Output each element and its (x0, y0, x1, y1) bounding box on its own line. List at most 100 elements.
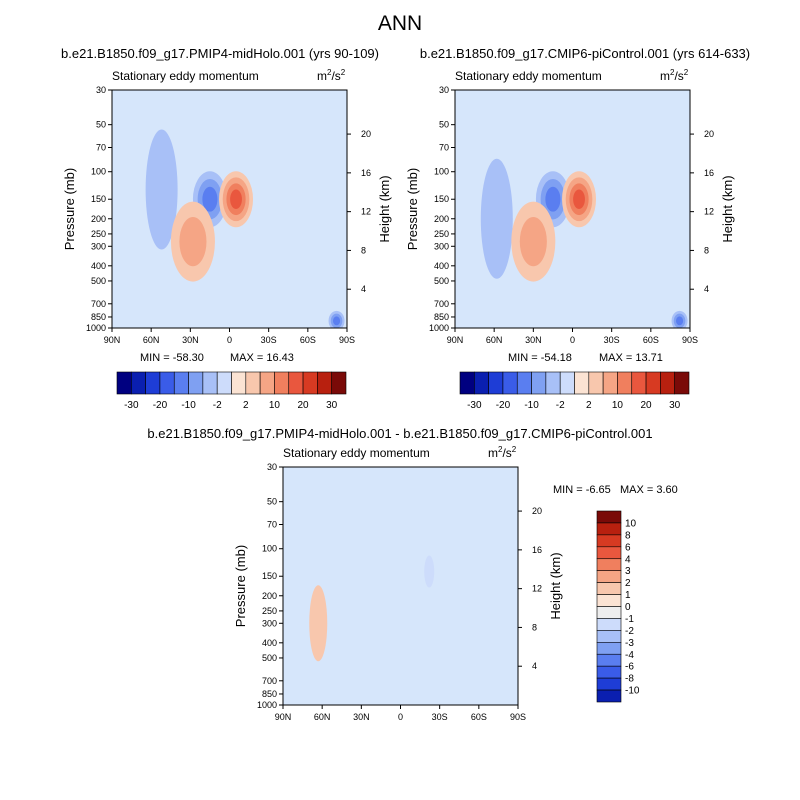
x-tick-label: 0 (227, 335, 232, 345)
colorbar-box (588, 371, 604, 395)
x-tick-label: 90S (510, 712, 526, 722)
y-tick-label: 250 (434, 229, 449, 239)
colorbar-box (516, 371, 532, 395)
y-right-axis-label: Height (km) (377, 175, 392, 242)
colorbar-label: -10 (625, 686, 640, 697)
y-tick-label: 400 (91, 261, 106, 271)
y-tick-label: 70 (439, 143, 449, 153)
colorbar-label: -2 (625, 626, 634, 637)
y-tick-label: 150 (91, 194, 106, 204)
x-tick-label: 60N (143, 335, 160, 345)
colorbar-box (159, 371, 175, 395)
y-tick-label: 200 (91, 214, 106, 224)
colorbar-box (317, 371, 332, 395)
colorbar-box (602, 371, 618, 395)
units-label: m2/s2 (317, 68, 346, 83)
colorbar-box (188, 371, 204, 395)
y-tick-label: 300 (262, 618, 277, 628)
y-tick-label: 50 (439, 120, 449, 130)
colorbar-box (216, 371, 232, 395)
colorbar-label: 8 (625, 530, 631, 541)
colorbar-label: 6 (625, 542, 631, 553)
x-tick-label: 60S (643, 335, 659, 345)
y-right-tick-label: 12 (361, 207, 371, 217)
y-axis-label: Pressure (mb) (233, 545, 248, 627)
y-right-tick-label: 8 (361, 245, 366, 255)
y-tick-label: 150 (262, 571, 277, 581)
colorbar-box (596, 582, 622, 595)
field-background (283, 467, 518, 705)
shared-colorbar: -30 -20 -10 -2 2 10 20 30 (116, 371, 347, 411)
y-tick-label: 300 (434, 241, 449, 251)
y-tick-label: 50 (96, 120, 106, 130)
y-right-axis-label: Height (km) (548, 552, 563, 619)
colorbar-label: 3 (625, 566, 631, 577)
colorbar-box (331, 371, 347, 395)
panel-3-min: MIN = -6.65 (553, 484, 611, 496)
y-right-tick-label: 20 (704, 129, 714, 139)
y-right-tick-label: 4 (704, 284, 709, 294)
panel-subtitle: Stationary eddy momentum (112, 69, 259, 83)
y-tick-label: 150 (434, 194, 449, 204)
y-tick-label: 1000 (257, 700, 277, 710)
x-tick-label: 30N (525, 335, 542, 345)
x-tick-label: 60N (486, 335, 503, 345)
y-right-tick-label: 12 (532, 584, 542, 594)
colorbar-box (617, 371, 633, 395)
x-tick-label: 90N (447, 335, 464, 345)
y-right-tick-label: 4 (532, 661, 537, 671)
colorbar-box (631, 371, 647, 395)
colorbar-box (596, 522, 622, 536)
colorbar-label: 30 (669, 400, 681, 411)
colorbar-label: -3 (625, 638, 634, 649)
y-tick-label: 400 (262, 638, 277, 648)
panel-1: 305070100150200250300400500700850100090N… (62, 68, 392, 345)
panel-3-max: MAX = 3.60 (620, 484, 678, 496)
colorbar-box (596, 642, 622, 655)
panel-2: 305070100150200250300400500700850100090N… (405, 68, 735, 345)
colorbar-box (596, 665, 622, 679)
colorbar-box (596, 534, 622, 548)
panel-2-title: b.e21.B1850.f09_g17.CMIP6-piControl.001 … (419, 46, 751, 61)
x-tick-label: 60N (314, 712, 331, 722)
colorbar-box (596, 510, 622, 524)
colorbar-box (145, 371, 161, 395)
y-right-tick-label: 20 (361, 129, 371, 139)
colorbar-label: -1 (625, 614, 634, 625)
colorbar-label: 2 (625, 578, 631, 589)
colorbar-box (596, 677, 622, 691)
x-tick-label: 90S (682, 335, 698, 345)
y-tick-label: 100 (262, 544, 277, 554)
panel-subtitle: Stationary eddy momentum (455, 69, 602, 83)
y-tick-label: 500 (262, 653, 277, 663)
contour-field (455, 90, 690, 328)
y-tick-label: 30 (267, 462, 277, 472)
contour-field (283, 467, 518, 705)
y-right-tick-label: 8 (532, 622, 537, 632)
colorbar-box (474, 371, 489, 395)
x-tick-label: 60S (471, 712, 487, 722)
colorbar-label: -10 (524, 400, 539, 411)
y-right-tick-label: 16 (361, 168, 371, 178)
contour-feature (333, 316, 341, 326)
y-tick-label: 1000 (429, 323, 449, 333)
colorbar-box (259, 371, 275, 395)
colorbar-label: 20 (298, 400, 310, 411)
y-right-tick-label: 20 (532, 506, 542, 516)
colorbar-box (596, 653, 622, 667)
contour-feature (573, 189, 585, 209)
panel-1-title: b.e21.B1850.f09_g17.PMIP4-midHolo.001 (y… (61, 46, 379, 61)
colorbar-label: 10 (269, 400, 281, 411)
colorbar-label: -6 (625, 662, 634, 673)
y-axis-label: Pressure (mb) (405, 168, 420, 250)
x-tick-label: 90S (339, 335, 355, 345)
y-tick-label: 30 (439, 85, 449, 95)
colorbar-box (596, 570, 622, 583)
colorbar-label: -10 (181, 400, 196, 411)
y-right-tick-label: 16 (532, 545, 542, 555)
colorbar-box (116, 371, 132, 395)
colorbar-label: 10 (612, 400, 624, 411)
y-right-axis-label: Height (km) (720, 175, 735, 242)
